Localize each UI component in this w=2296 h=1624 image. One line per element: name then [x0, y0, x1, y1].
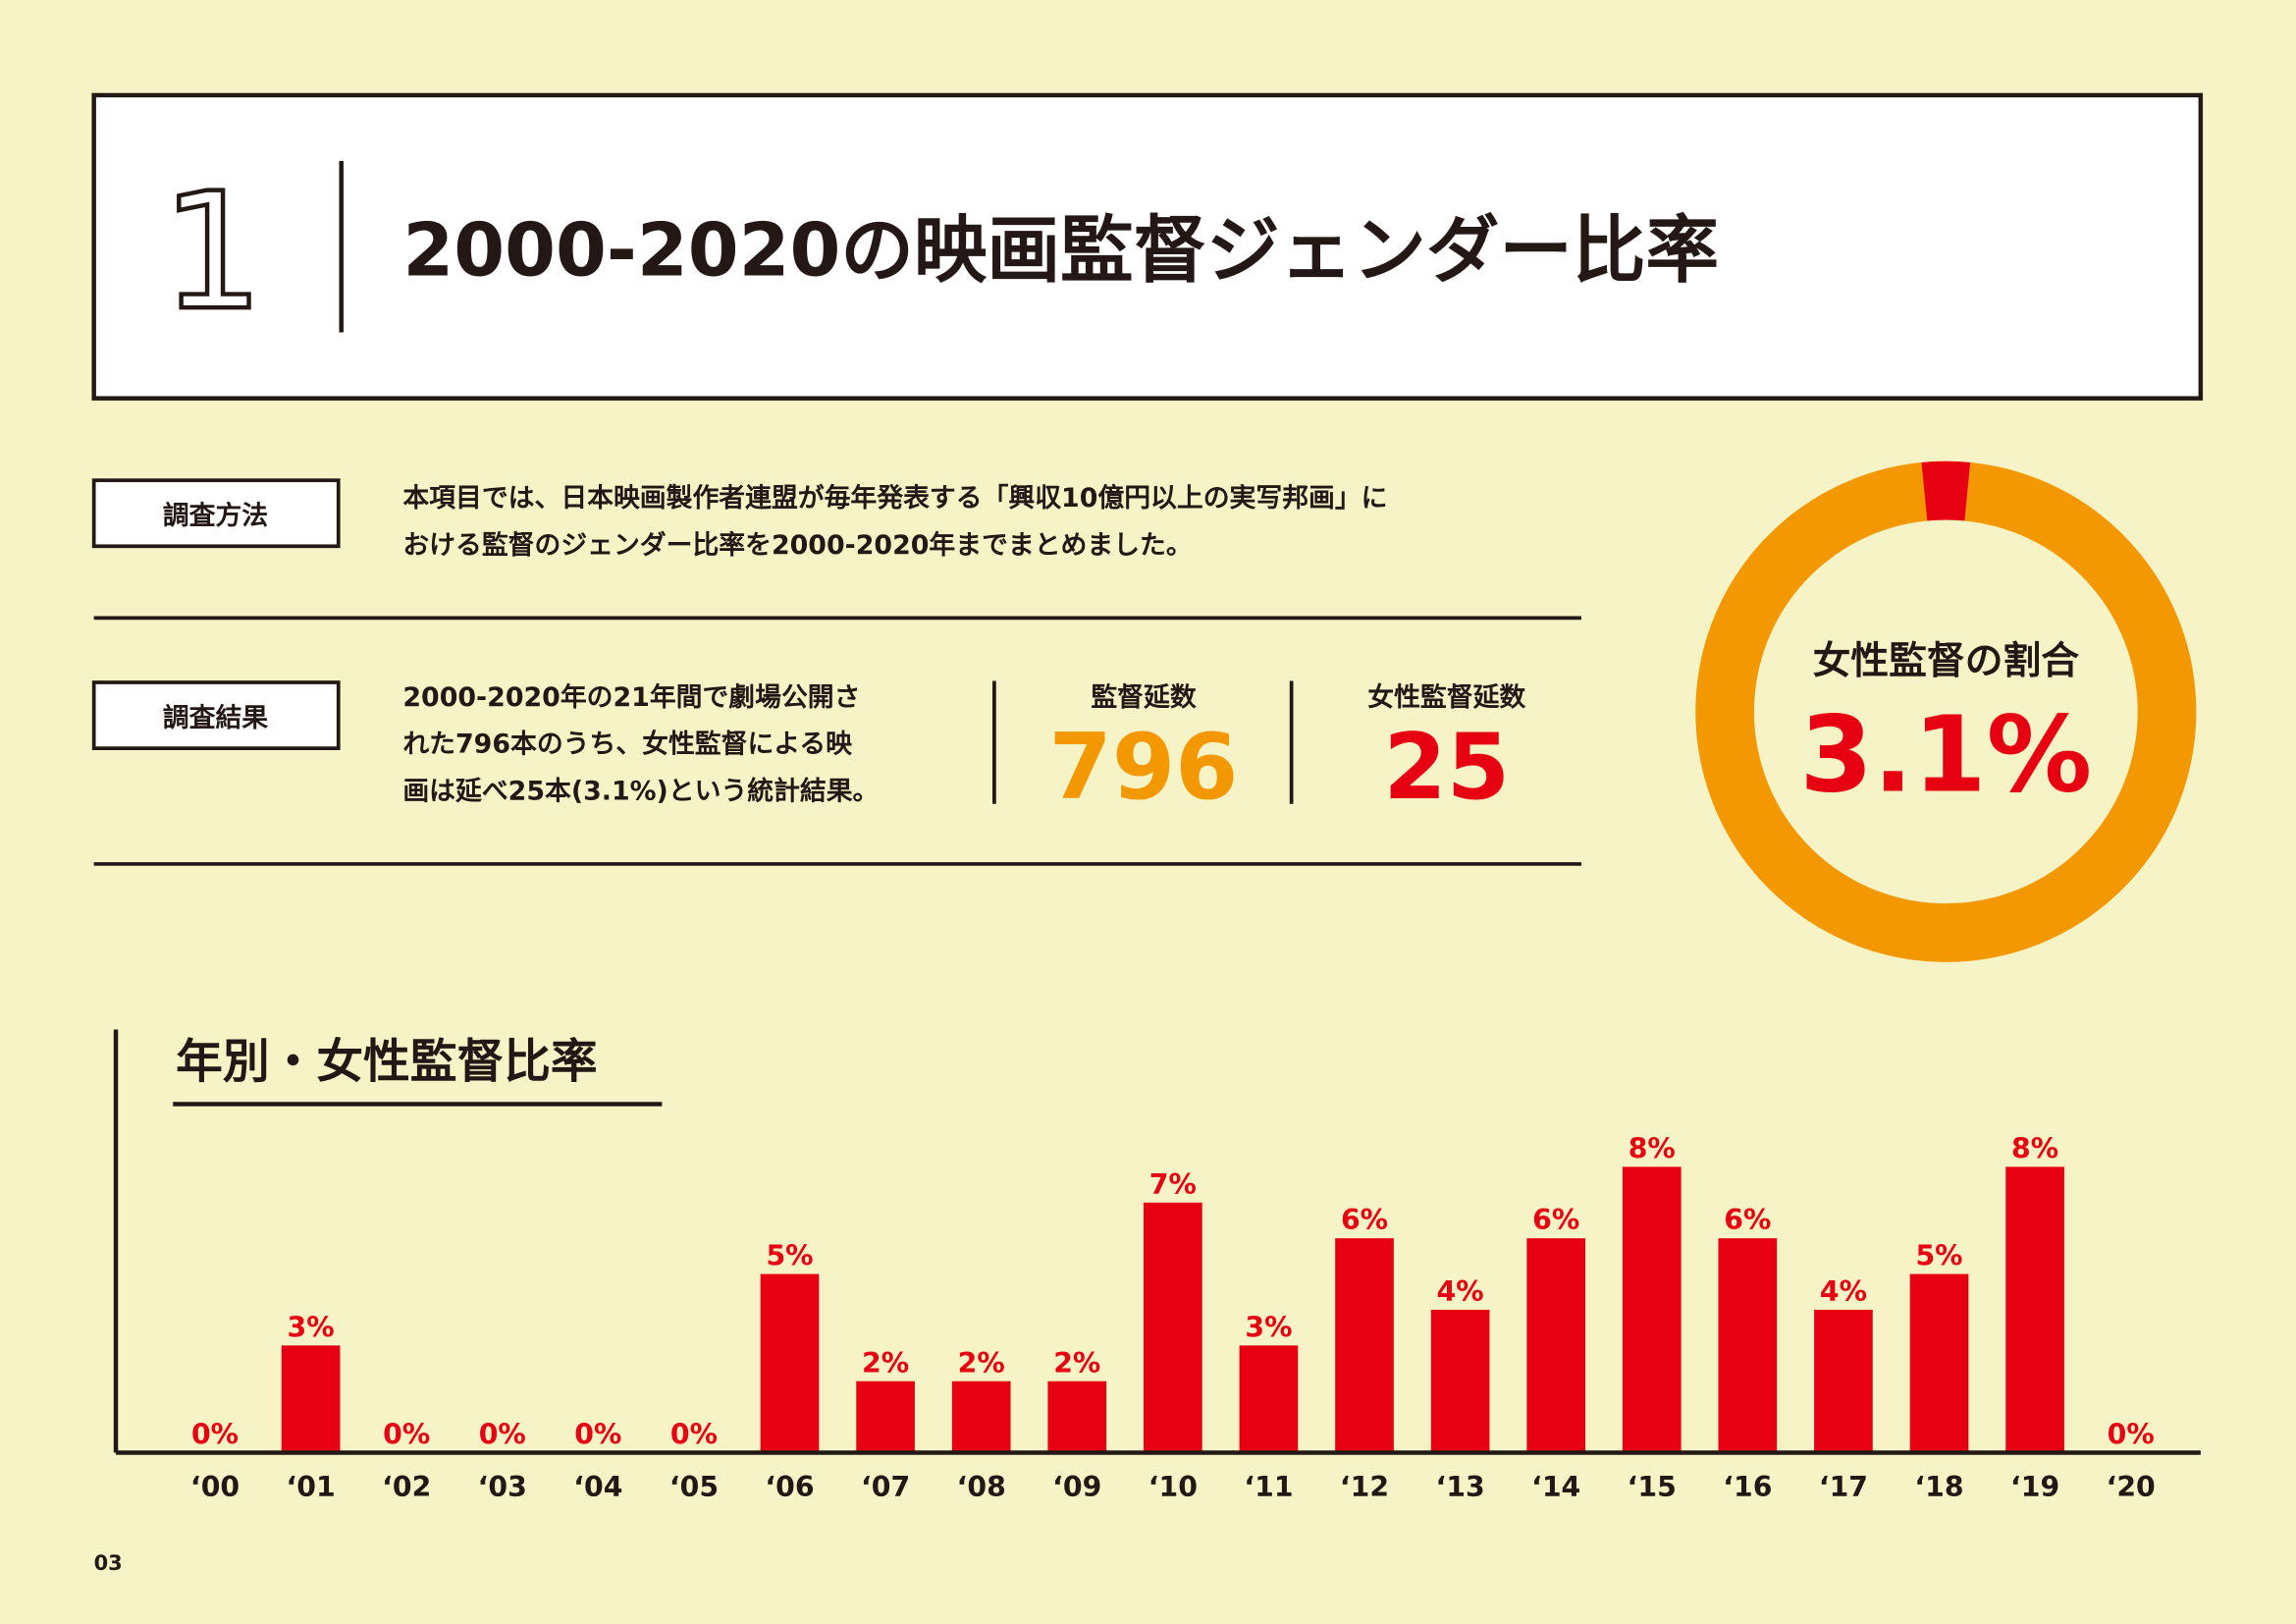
- value-label: 5%: [1915, 1240, 1962, 1272]
- value-label: 2%: [958, 1347, 1005, 1380]
- method-line: 本項目では、日本映画製作者連盟が毎年発表する「興収10億円以上の実写邦画」に: [402, 482, 1387, 514]
- x-tick-label: ‘09: [1052, 1471, 1101, 1503]
- chart-title: 年別・女性監督比率: [176, 1036, 597, 1090]
- value-label: 6%: [1341, 1204, 1388, 1236]
- method-label: 調査方法: [163, 500, 268, 531]
- x-tick-label: ‘02: [382, 1471, 431, 1503]
- x-tick-label: ‘10: [1148, 1471, 1198, 1503]
- x-tick-label: ‘00: [190, 1471, 240, 1503]
- donut-segment: [1921, 460, 1971, 521]
- x-tick-label: ‘18: [1914, 1471, 1963, 1503]
- value-label: 6%: [1724, 1204, 1771, 1236]
- bar: [1430, 1309, 1490, 1453]
- x-tick-label: ‘17: [1819, 1471, 1868, 1503]
- value-label: 0%: [479, 1419, 526, 1451]
- x-tick-label: ‘06: [765, 1471, 814, 1503]
- value-label: 4%: [1820, 1275, 1867, 1308]
- x-tick-label: ‘13: [1436, 1471, 1485, 1503]
- result-label-box: [91, 680, 341, 750]
- value-label: 2%: [1053, 1347, 1100, 1380]
- bar: [2005, 1166, 2064, 1453]
- page-number: 03: [94, 1551, 123, 1575]
- value-label: 0%: [2108, 1419, 2155, 1451]
- bar: [1718, 1238, 1778, 1453]
- x-tick-label: ‘20: [2107, 1471, 2156, 1503]
- value-label: 0%: [191, 1419, 239, 1451]
- x-tick-label: ‘15: [1628, 1471, 1677, 1503]
- result-label: 調査結果: [163, 702, 268, 733]
- stat-label: 女性監督延数: [1367, 681, 1525, 713]
- method-label-box: [91, 478, 341, 549]
- header-number: 1: [161, 158, 263, 346]
- x-tick-label: ‘11: [1244, 1471, 1293, 1503]
- value-label: 7%: [1149, 1168, 1197, 1201]
- bar: [281, 1345, 341, 1453]
- value-label: 8%: [2011, 1132, 2058, 1164]
- x-tick-label: ‘05: [669, 1471, 719, 1503]
- header-title: 2000-2020の映画監督ジェンダー比率: [402, 207, 1719, 293]
- bar: [1335, 1238, 1394, 1453]
- value-label: 4%: [1437, 1275, 1484, 1308]
- stat-value: 25: [1383, 714, 1510, 820]
- x-tick-label: ‘12: [1340, 1471, 1389, 1503]
- x-tick-label: ‘19: [2010, 1471, 2059, 1503]
- header-box: [91, 92, 2204, 401]
- x-tick-label: ‘01: [287, 1471, 336, 1503]
- bar: [760, 1273, 820, 1453]
- value-label: 6%: [1532, 1204, 1579, 1236]
- bar: [1814, 1309, 1873, 1453]
- donut-title: 女性監督の割合: [1813, 639, 2080, 683]
- result-line: 画は延べ25本(3.1%)という統計結果。: [402, 775, 879, 806]
- value-label: 3%: [288, 1311, 335, 1343]
- value-label: 0%: [670, 1419, 718, 1451]
- value-label: 8%: [1629, 1132, 1676, 1164]
- x-tick-label: ‘04: [573, 1471, 622, 1503]
- bar: [951, 1380, 1011, 1453]
- value-label: 2%: [862, 1347, 909, 1380]
- value-label: 0%: [574, 1419, 621, 1451]
- method-line: おける監督のジェンダー比率を2000-2020年までまとめました。: [402, 529, 1192, 561]
- bar: [1526, 1238, 1586, 1453]
- bar: [1144, 1202, 1202, 1453]
- bar: [1047, 1380, 1107, 1453]
- x-tick-label: ‘14: [1531, 1471, 1580, 1503]
- x-tick-label: ‘16: [1723, 1471, 1772, 1503]
- bar: [1909, 1273, 1969, 1453]
- x-tick-label: ‘08: [957, 1471, 1006, 1503]
- result-line: 2000-2020年の21年間で劇場公開さ: [402, 681, 860, 713]
- result-line: れた796本のうち、女性監督による映: [402, 729, 852, 760]
- x-tick-label: ‘03: [478, 1471, 527, 1503]
- x-tick-label: ‘07: [861, 1471, 910, 1503]
- stat-value: 796: [1049, 714, 1239, 820]
- value-label: 5%: [766, 1240, 813, 1272]
- stat-label: 監督延数: [1091, 682, 1196, 713]
- bar: [856, 1380, 915, 1453]
- bar: [1622, 1166, 1682, 1453]
- donut-value: 3.1%: [1799, 693, 2092, 816]
- value-label: 0%: [383, 1419, 430, 1451]
- value-label: 3%: [1245, 1311, 1292, 1343]
- bar: [1239, 1345, 1299, 1453]
